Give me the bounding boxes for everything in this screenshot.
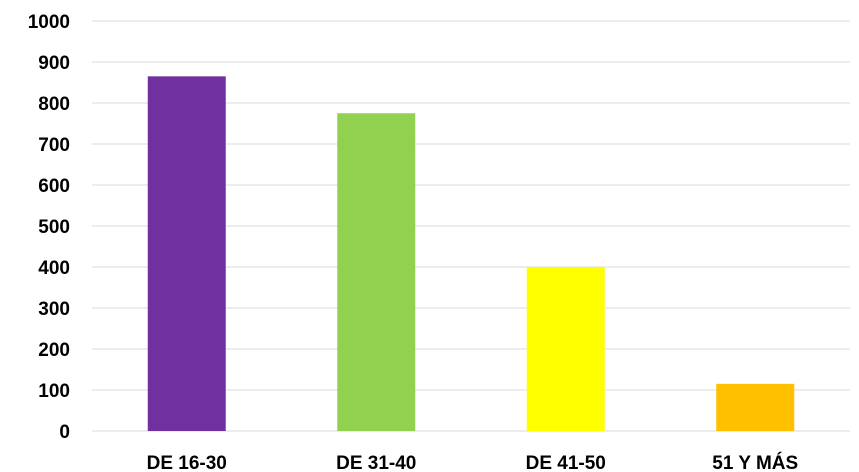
- bar-2: [337, 113, 416, 431]
- y-tick-label: 200: [38, 340, 70, 361]
- y-tick-label: 1000: [28, 12, 70, 33]
- y-tick-label: 600: [38, 176, 70, 197]
- x-category-label: DE 16-30: [147, 453, 227, 472]
- y-axis-tick-labels: 0 100 200 300 400 500 600 700 800 900 1000: [28, 12, 70, 443]
- bar-3: [526, 267, 605, 431]
- y-tick-label: 700: [38, 135, 70, 156]
- y-tick-label: 500: [38, 217, 70, 238]
- x-category-label: 51 Y MÁS: [712, 452, 798, 472]
- y-tick-label: 800: [38, 94, 70, 115]
- bar-4: [716, 383, 795, 431]
- x-category-label: DE 31-40: [336, 453, 416, 472]
- x-axis-category-labels: DE 16-30 DE 31-40 DE 41-50 51 Y MÁS: [147, 452, 799, 472]
- bars: [147, 76, 795, 431]
- y-tick-label: 900: [38, 53, 70, 74]
- y-tick-label: 300: [38, 299, 70, 320]
- x-category-label: DE 41-50: [526, 453, 606, 472]
- y-tick-label: 100: [38, 381, 70, 402]
- bar-1: [147, 76, 226, 431]
- y-tick-label: 0: [59, 422, 70, 443]
- y-tick-label: 400: [38, 258, 70, 279]
